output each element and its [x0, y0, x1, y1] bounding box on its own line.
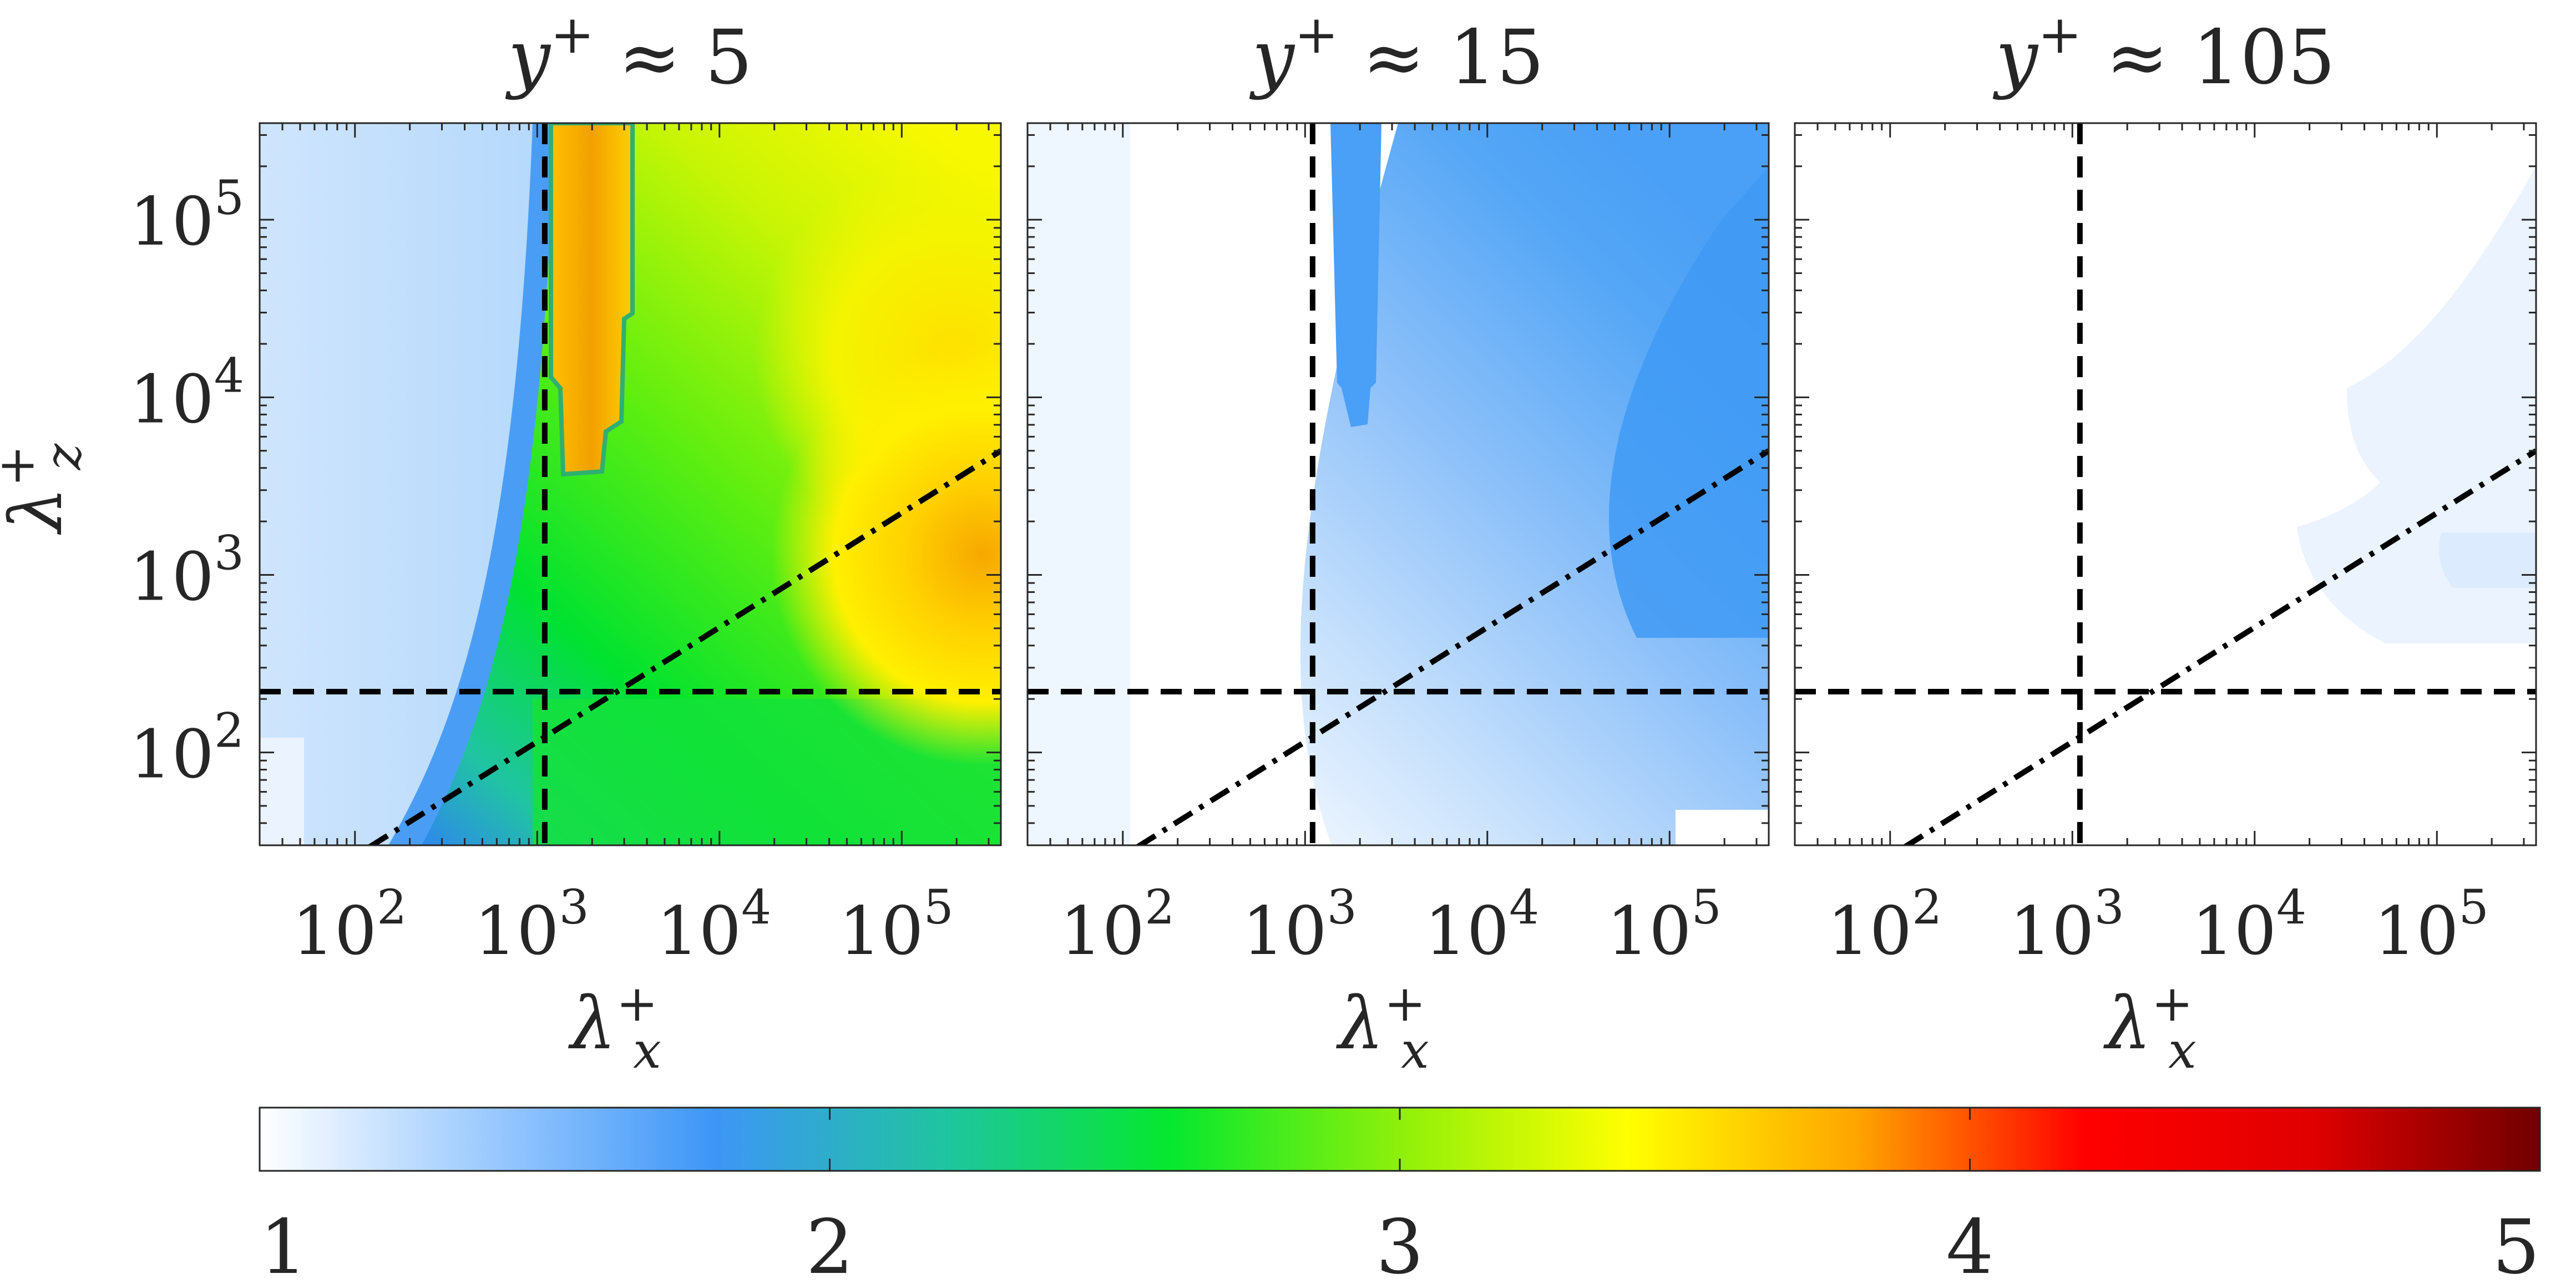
x-axis-labels: λ+ x λ+ x λ+ x [568, 975, 2197, 1080]
heatmap-3-faint-region-2 [2439, 532, 2536, 588]
dash-dot-line-1 [367, 448, 1001, 845]
x-tick-label-2-1: 102 [1060, 880, 1175, 970]
y-tick-label-1: 102 [129, 704, 244, 794]
y-tick-label-4: 105 [129, 171, 244, 261]
axes: 102 103 104 105 102 103 104 105 102 103 104 105 102 1… [129, 122, 2537, 970]
axes-frame-1 [259, 122, 1002, 846]
heatmap-panel-1 [260, 123, 1001, 845]
svg-text:λ+z: λ+z [0, 443, 93, 535]
heatmap-1-hot-region [771, 344, 1001, 765]
heatmap-2-blue-band [1300, 123, 1769, 845]
axes-frame-2 [1026, 122, 1770, 846]
x-axis-label-3: λ+ x [2103, 975, 2197, 1080]
x-tick-label-3-3: 104 [2192, 880, 2306, 970]
dash-dot-line-2 [1135, 448, 1769, 845]
colorbar-tick-label-5: 5 [2492, 1204, 2540, 1284]
colorbar-tick-label-3: 3 [1376, 1204, 1424, 1284]
panel-titles: y+ ≈ 5 y+ ≈ 15 y+ ≈ 105 [505, 4, 2336, 101]
y-tick-label-3: 104 [129, 348, 244, 438]
x-tick-label-1-1: 102 [292, 880, 407, 970]
heatmap-2-dark-blue [1609, 166, 1769, 638]
heatmap-1-peak-strip [549, 123, 635, 477]
x-tick-label-3-1: 102 [1827, 880, 1942, 970]
y-axis-label: λ+z [0, 443, 93, 535]
heatmap-2-light-strip [1028, 123, 1130, 845]
colorbar-tick-label-1: 1 [260, 1204, 307, 1284]
heatmap-2-peak-strip [1330, 123, 1381, 427]
heatmap-3-faint-region [2297, 166, 2536, 643]
x-tick-label-1-3: 104 [656, 880, 771, 970]
heatmap-panel-3 [1795, 123, 2536, 845]
x-tick-label-2-4: 105 [1607, 880, 1722, 970]
x-axis-label-1: λ+ x [568, 975, 661, 1080]
x-tick-label-2-2: 103 [1242, 880, 1357, 970]
heatmap-panel-2 [1028, 123, 1769, 845]
x-tick-label-1-4: 105 [839, 880, 954, 970]
x-tick-label-3-2: 103 [2010, 880, 2124, 970]
dash-dot-line-3 [1902, 448, 2536, 845]
panel-title-3: y+ ≈ 105 [1992, 4, 2336, 101]
x-axis-label-2: λ+ x [1335, 975, 1429, 1080]
x-tick-label-3-4: 105 [2374, 880, 2489, 970]
heatmap-1-low-strip [260, 738, 304, 845]
colorbar-tick-label-4: 4 [1946, 1204, 1994, 1284]
x-tick-label-2-3: 104 [1424, 880, 1539, 970]
panel-title-2: y+ ≈ 15 [1249, 4, 1545, 101]
axes-frame-3 [1794, 122, 2537, 846]
x-tick-label-1-2: 103 [474, 880, 589, 970]
panel-title-1: y+ ≈ 5 [505, 4, 753, 101]
colorbar-tick-label-2: 2 [806, 1204, 854, 1284]
reference-lines [260, 123, 2536, 845]
colorbar: 1 2 3 4 5 [259, 1107, 2541, 1284]
y-tick-label-2: 103 [129, 526, 244, 616]
